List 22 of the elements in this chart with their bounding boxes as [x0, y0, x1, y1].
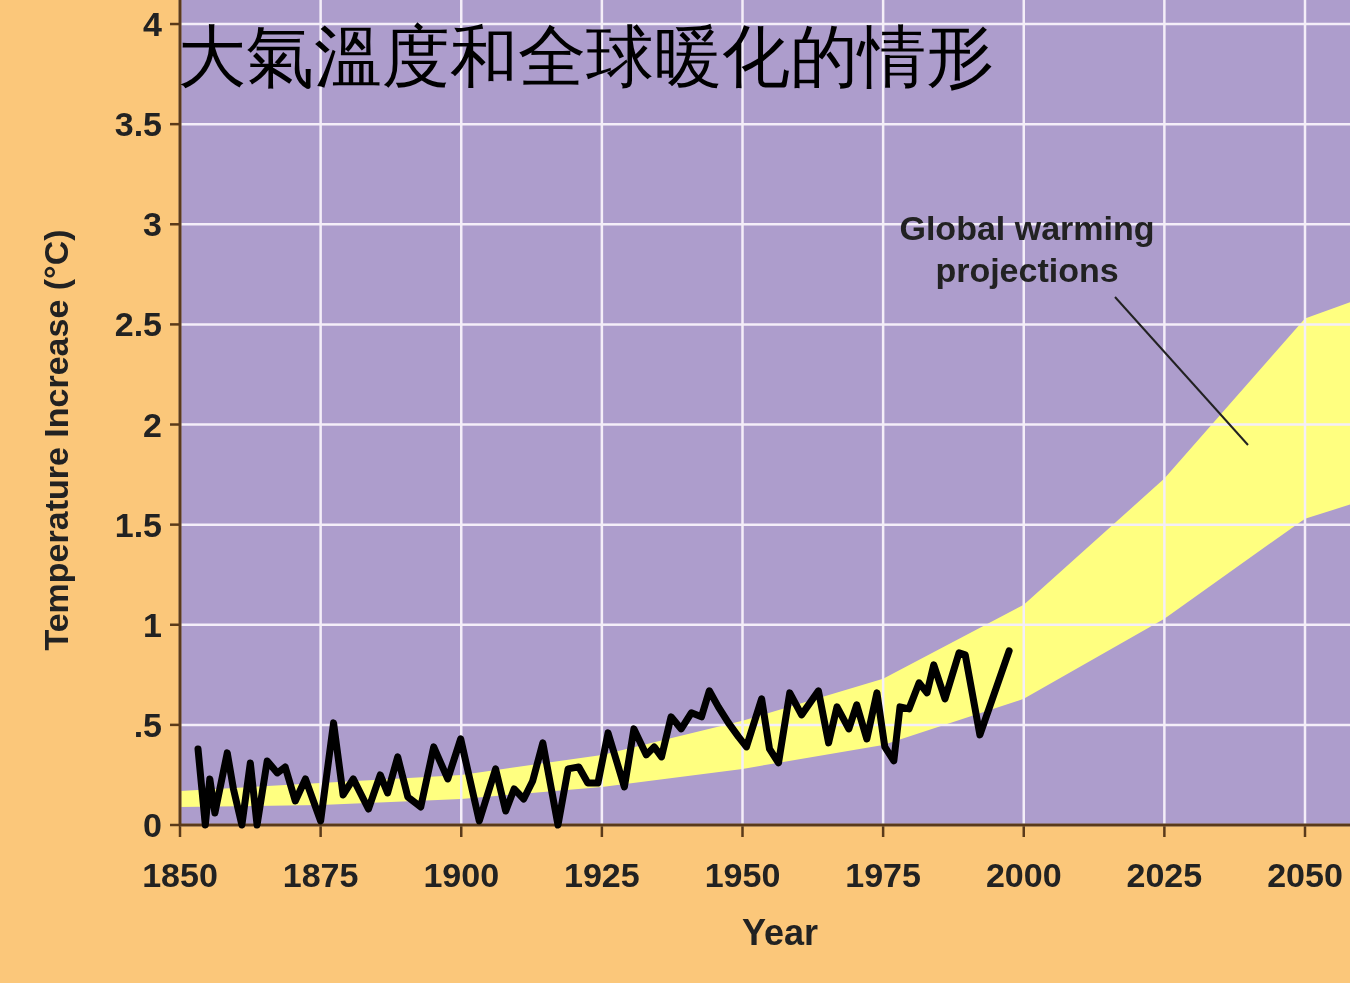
y-tick-label: 2 — [143, 405, 162, 444]
y-tick-label: 3.5 — [114, 105, 162, 144]
x-axis-title: Year — [741, 912, 819, 953]
chart-title: 大氣溫度和全球暖化的情形 — [178, 17, 994, 96]
y-tick-label: 0 — [143, 806, 162, 844]
y-tick-label: .5 — [133, 705, 162, 744]
y-tick-label: 4 — [143, 5, 163, 44]
x-tick-label: 1900 — [423, 856, 500, 894]
x-tick-label: 2050 — [1267, 856, 1343, 894]
x-tick-label: 2000 — [985, 856, 1062, 894]
x-tick-label: 1925 — [564, 856, 640, 894]
y-tick-label: 1 — [143, 605, 162, 644]
x-tick-label: 2025 — [1126, 856, 1203, 894]
y-tick-label: 1.5 — [114, 505, 162, 544]
x-tick-label: 1875 — [282, 856, 359, 894]
y-tick-label: 3 — [143, 205, 162, 244]
x-tick-label: 1975 — [845, 856, 921, 894]
annotation: Global warming projections — [899, 209, 1155, 289]
y-axis-title: Temperature Increase (°C) — [37, 229, 75, 651]
y-tick-label: 2.5 — [114, 305, 162, 344]
x-tick-label: 1950 — [704, 856, 781, 894]
x-tick-label: 1850 — [142, 856, 218, 894]
